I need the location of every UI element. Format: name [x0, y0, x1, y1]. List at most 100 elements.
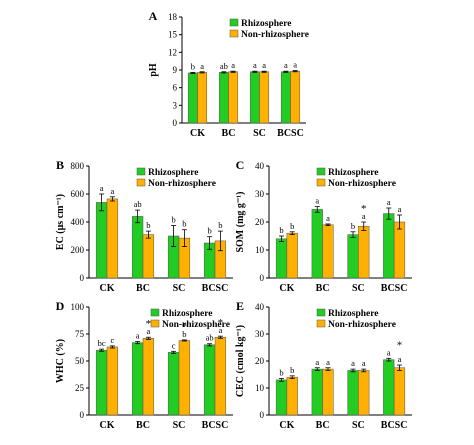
- significance-label-a: b: [191, 61, 195, 71]
- category-label-d-ck: CK: [100, 420, 115, 431]
- category-label-e-sc: SC: [352, 420, 365, 431]
- y-axis-label-a: pH: [148, 63, 159, 77]
- significance-label-d: c: [111, 335, 115, 345]
- y-tick-label-d: 50: [75, 356, 85, 366]
- bar-d-0-sc: [167, 352, 180, 416]
- legend-swatch-e-0: [316, 308, 326, 317]
- y-tick-label-b: 800: [71, 161, 85, 171]
- significance-label-b: b: [146, 220, 150, 230]
- bar-c-1-bcsc: [393, 221, 406, 279]
- bar-a-1-bcsc: [290, 70, 301, 124]
- legend-label-b-1: Non-rhizosphere: [148, 179, 216, 189]
- significance-label-a: a: [200, 61, 204, 71]
- y-tick-label-c: 0: [260, 273, 265, 283]
- legend-label-e-0: Rhizosphere: [328, 309, 379, 319]
- significance-star-c: *: [361, 203, 367, 215]
- y-tick-label-d: 100: [71, 302, 85, 312]
- significance-label-d: a: [219, 325, 223, 335]
- significance-label-e: b: [290, 365, 294, 375]
- bar-c-0-ck: [275, 238, 288, 279]
- significance-label-b: a: [100, 183, 104, 193]
- bar-d-1-bcsc: [214, 336, 227, 416]
- panel-letter-c: C: [236, 158, 245, 172]
- significance-star-d: *: [146, 318, 152, 330]
- bar-c-0-bcsc: [383, 213, 395, 279]
- significance-label-b: a: [111, 186, 115, 196]
- category-label-b-ck: CK: [100, 283, 115, 294]
- bar-a-1-sc: [259, 71, 270, 124]
- significance-label-b: b: [171, 215, 175, 225]
- legend-swatch-c-1: [316, 178, 326, 187]
- panel-letter-a: A: [149, 9, 158, 23]
- y-tick-label-d: 75: [75, 329, 85, 339]
- bar-e-0-bc: [311, 368, 323, 416]
- significance-star-d: *: [218, 317, 224, 329]
- y-tick-label-a: 3: [173, 100, 178, 110]
- significance-label-c: b: [290, 221, 294, 231]
- legend-label-e-1: Non-rhizosphere: [328, 320, 396, 330]
- y-tick-label-e: 30: [255, 329, 265, 339]
- bar-d-1-bc: [142, 338, 155, 416]
- category-label-a-bcsc: BCSC: [277, 128, 304, 139]
- y-tick-label-a: 18: [168, 12, 178, 22]
- y-tick-label-b: 200: [71, 245, 85, 255]
- significance-label-a: a: [231, 60, 235, 70]
- significance-label-d: ab: [206, 333, 214, 343]
- significance-label-d: b: [182, 329, 186, 339]
- significance-label-d: c: [172, 340, 176, 350]
- category-label-c-ck: CK: [279, 283, 294, 294]
- y-tick-label-a: 9: [173, 65, 178, 75]
- legend-label-c-1: Non-rhizosphere: [328, 179, 396, 189]
- category-label-e-ck: CK: [279, 420, 294, 431]
- y-tick-label-e: 0: [260, 410, 265, 420]
- significance-label-d: bc: [98, 338, 106, 348]
- significance-label-e: a: [398, 354, 402, 364]
- bar-a-1-ck: [197, 72, 208, 124]
- significance-label-e: a: [315, 357, 319, 367]
- legend-swatch-b-0: [136, 167, 146, 176]
- bar-c-0-sc: [347, 234, 359, 279]
- y-tick-label-a: 12: [168, 47, 177, 57]
- significance-label-a: ab: [220, 61, 228, 71]
- bar-e-0-bcsc: [383, 359, 395, 416]
- significance-label-e: a: [362, 358, 366, 368]
- y-tick-label-c: 10: [255, 245, 265, 255]
- significance-label-a: a: [262, 60, 266, 70]
- y-tick-label-b: 600: [71, 189, 85, 199]
- category-label-d-bc: BC: [136, 420, 150, 431]
- significance-label-d: a: [147, 326, 151, 336]
- significance-label-c: b: [351, 221, 355, 231]
- y-tick-label-a: 6: [173, 83, 178, 93]
- panel-letter-b: B: [56, 158, 64, 172]
- y-tick-label-c: 20: [255, 217, 265, 227]
- significance-label-a: a: [293, 60, 297, 70]
- legend-swatch-a-1: [229, 29, 239, 38]
- bar-c-1-bc: [322, 224, 334, 279]
- legend-label-a-0: Rhizosphere: [241, 19, 292, 29]
- y-tick-label-d: 0: [80, 410, 85, 420]
- legend-swatch-b-1: [136, 178, 146, 187]
- bar-d-0-bc: [131, 342, 144, 416]
- y-axis-label-e: CEC (cmol kg⁻¹): [235, 325, 246, 397]
- legend-swatch-e-1: [316, 319, 326, 328]
- bar-a-0-bcsc: [280, 71, 291, 124]
- category-label-a-bc: BC: [222, 128, 236, 139]
- category-label-e-bcsc: BCSC: [381, 420, 408, 431]
- legend-label-c-0: Rhizosphere: [328, 168, 379, 178]
- bar-b-0-bc: [131, 216, 144, 279]
- bar-d-0-bcsc: [203, 344, 216, 416]
- significance-label-d: a: [136, 331, 140, 341]
- bar-c-0-bc: [311, 209, 323, 279]
- significance-label-e: a: [326, 357, 330, 367]
- bar-b-0-ck: [95, 202, 108, 279]
- bar-a-0-bc: [218, 72, 229, 124]
- bar-e-1-bc: [322, 368, 334, 416]
- significance-label-e: a: [351, 358, 355, 368]
- bar-e-1-bcsc: [393, 367, 406, 416]
- category-label-d-sc: SC: [173, 420, 186, 431]
- significance-label-c: a: [315, 196, 319, 206]
- category-label-b-bc: BC: [136, 283, 150, 294]
- significance-label-b: b: [218, 220, 222, 230]
- y-axis-label-c: SOM (mg g⁻¹): [235, 191, 246, 252]
- y-tick-label-a: 0: [173, 118, 178, 128]
